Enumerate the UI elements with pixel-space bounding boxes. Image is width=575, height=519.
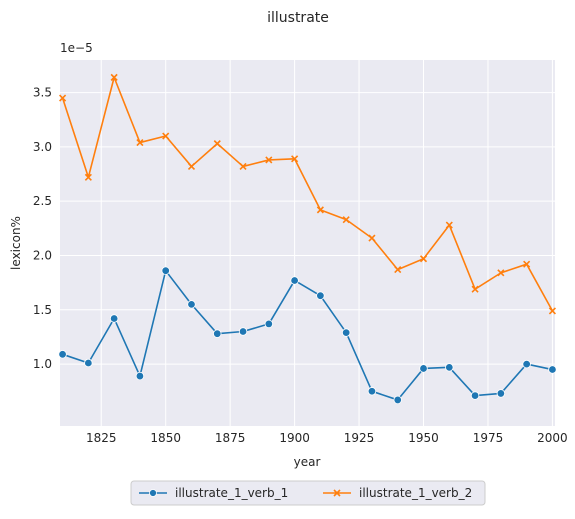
legend-label-series-1: illustrate_1_verb_1 <box>175 486 288 500</box>
plot-area <box>60 60 555 426</box>
data-point <box>58 350 67 359</box>
data-point <box>84 358 93 368</box>
x-tick-labels: 1825 1850 1875 1900 1925 1950 1975 2000 <box>86 431 568 445</box>
data-point <box>342 216 350 224</box>
x-tick-label: 1925 <box>344 431 375 445</box>
data-point <box>213 329 222 338</box>
data-point <box>368 234 376 242</box>
data-point <box>238 327 248 336</box>
data-point <box>265 156 273 164</box>
y-scale-label: 1e−5 <box>60 41 93 55</box>
x-tick-label: 2000 <box>537 431 568 445</box>
legend-marker-series-1 <box>149 489 157 497</box>
data-point <box>496 389 506 398</box>
series-line <box>61 76 554 312</box>
x-tick-label: 1825 <box>86 431 117 445</box>
data-point <box>290 276 299 285</box>
data-point <box>135 371 145 381</box>
y-tick-label: 1.0 <box>33 357 52 371</box>
data-point <box>213 140 221 148</box>
grid-layer <box>60 60 555 426</box>
y-tick-labels: 1.0 1.5 2.0 2.5 3.0 3.5 <box>33 86 52 372</box>
data-point <box>471 285 479 293</box>
data-point <box>162 132 170 140</box>
y-tick-label: 2.5 <box>33 194 52 208</box>
series-layer <box>58 73 557 405</box>
legend: illustrate_1_verb_1 illustrate_1_verb_2 <box>130 480 486 506</box>
data-point <box>84 173 92 181</box>
data-point <box>316 291 325 300</box>
y-tick-label: 3.5 <box>33 86 52 100</box>
x-tick-label: 1900 <box>279 431 310 445</box>
data-point <box>445 221 453 229</box>
y-tick-label: 3.0 <box>33 140 52 154</box>
chart-title: illustrate <box>267 10 329 26</box>
data-point <box>291 155 299 163</box>
data-point <box>264 319 274 329</box>
data-point <box>187 300 196 309</box>
y-axis-label: lexicon% <box>9 216 23 270</box>
data-point <box>419 255 428 263</box>
data-point <box>497 269 505 277</box>
data-point <box>523 260 531 268</box>
legend-label-series-2: illustrate_1_verb_2 <box>359 486 472 500</box>
y-tick-label: 2.0 <box>33 248 52 262</box>
data-point <box>161 266 170 275</box>
data-point <box>59 94 67 102</box>
data-point <box>341 328 351 337</box>
data-point <box>522 359 531 369</box>
x-tick-label: 1875 <box>215 431 246 445</box>
data-point <box>110 73 118 81</box>
data-point <box>470 391 480 400</box>
data-point <box>548 307 556 315</box>
data-point <box>109 314 119 323</box>
data-point <box>187 162 196 170</box>
x-tick-label: 1975 <box>473 431 504 445</box>
legend-marker-series-2 <box>333 489 341 497</box>
data-point <box>136 138 144 147</box>
data-point <box>393 395 402 405</box>
data-point <box>316 206 324 214</box>
x-tick-label: 1850 <box>150 431 181 445</box>
data-point <box>239 162 247 170</box>
data-point <box>548 365 557 374</box>
legend-box <box>130 480 486 506</box>
x-axis-label: year <box>294 455 321 469</box>
series-2 <box>59 73 556 315</box>
y-tick-label: 1.5 <box>33 303 52 317</box>
data-point <box>367 387 377 396</box>
series-1 <box>58 266 557 405</box>
series-line <box>62 269 553 401</box>
data-point <box>394 266 402 274</box>
x-tick-label: 1950 <box>408 431 439 445</box>
data-point <box>419 364 428 373</box>
data-point <box>445 363 454 372</box>
